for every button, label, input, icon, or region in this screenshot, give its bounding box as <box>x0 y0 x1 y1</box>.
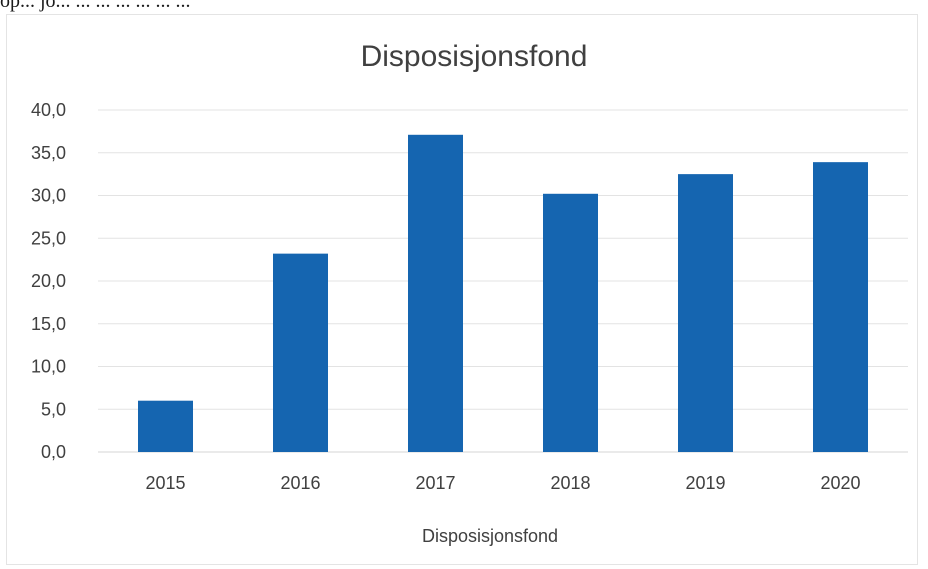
y-tick-label: 35,0 <box>31 143 66 163</box>
bar-2015 <box>138 400 193 452</box>
y-tick-label: 5,0 <box>41 399 66 419</box>
x-tick-label: 2017 <box>415 473 455 493</box>
y-tick-label: 25,0 <box>31 228 66 248</box>
y-tick-label: 10,0 <box>31 357 66 377</box>
y-tick-label: 30,0 <box>31 186 66 206</box>
x-tick-label: 2016 <box>280 473 320 493</box>
bar-2018 <box>543 193 598 453</box>
x-tick-label: 2019 <box>685 473 725 493</box>
x-axis-ticks: 2015 2016 2017 2018 2019 2020 <box>145 473 860 493</box>
y-tick-label: 15,0 <box>31 314 66 334</box>
y-tick-label: 20,0 <box>31 271 66 291</box>
x-tick-label: 2018 <box>550 473 590 493</box>
x-tick-label: 2015 <box>145 473 185 493</box>
bar-2016 <box>273 253 328 452</box>
chart-title: Disposisjonsfond <box>361 40 588 73</box>
bar-2017 <box>408 134 463 453</box>
bar-2020 <box>813 162 868 452</box>
bars <box>138 134 868 453</box>
legend: Disposisjonsfond <box>422 526 558 546</box>
y-tick-label: 0,0 <box>41 442 66 462</box>
legend-label: Disposisjonsfond <box>422 526 558 546</box>
y-tick-label: 40,0 <box>31 100 66 120</box>
x-tick-label: 2020 <box>820 473 860 493</box>
cropped-caption-text: op... jo... ... ... ... ... ... ... <box>0 0 191 12</box>
bar-2019 <box>678 174 733 452</box>
gridlines <box>98 109 908 453</box>
y-axis-ticks: 0,0 5,0 10,0 15,0 20,0 25,0 30,0 35,0 40,0 <box>31 100 66 462</box>
